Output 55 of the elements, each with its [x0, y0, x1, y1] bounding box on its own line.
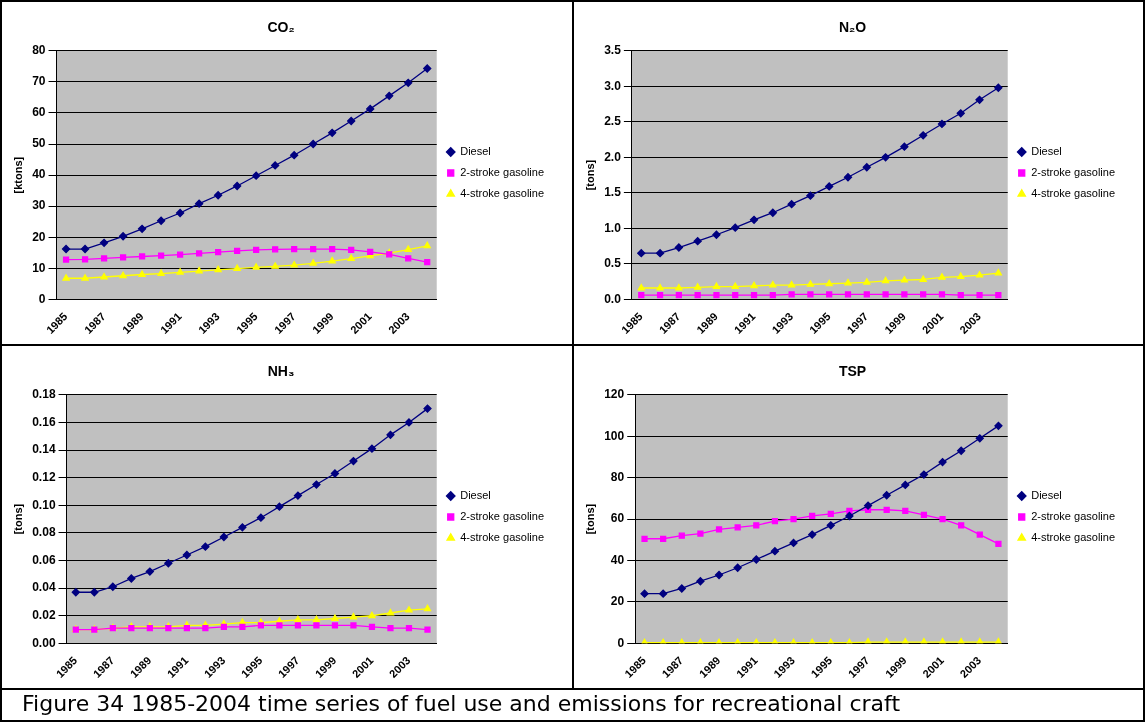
y-tick-label: 0.14: [32, 442, 56, 457]
chart-title: TSP: [838, 363, 867, 380]
y-tick-label: 60: [610, 511, 625, 526]
y-tick-label: 100: [604, 428, 625, 443]
y-tick-label: 1.0: [604, 220, 622, 235]
y-tick-label: 0.02: [32, 608, 56, 623]
y-tick-label: 2.0: [604, 149, 622, 164]
y-tick-label: 40: [32, 167, 46, 182]
y-tick-label: 0: [617, 635, 625, 650]
y-tick-label: 0.08: [32, 525, 56, 540]
y-tick-label: 0.5: [604, 256, 622, 271]
legend-label: 4-stroke gasoline: [460, 187, 545, 200]
y-tick-label: 0.04: [32, 580, 56, 595]
y-tick-label: 40: [610, 552, 625, 567]
y-tick-label: 20: [32, 229, 46, 244]
y-tick-label: 0.06: [32, 552, 56, 567]
y-tick-label: 0.16: [32, 414, 56, 429]
y-axis-title: [ktons]: [11, 156, 24, 194]
y-tick-label: 30: [32, 198, 46, 213]
y-axis-title: [tons]: [583, 503, 596, 535]
legend-label: 4-stroke gasoline: [1031, 531, 1116, 544]
y-tick-label: 50: [32, 136, 46, 151]
y-tick-label: 80: [610, 469, 625, 484]
y-tick-label: 3.0: [604, 78, 622, 93]
legend-label: 2-stroke gasoline: [1031, 510, 1116, 523]
y-axis-title: [tons]: [11, 503, 24, 535]
y-tick-label: 80: [32, 43, 46, 58]
y-tick-label: 0: [38, 291, 46, 306]
legend-label: Diesel: [1031, 489, 1062, 502]
legend-label: 2-stroke gasoline: [460, 510, 545, 523]
caption: Figure 34 1985-2004 time series of fuel use and emissions for recreational craft: [0, 688, 1145, 722]
y-tick-label: 0.12: [32, 469, 56, 484]
legend-label: 4-stroke gasoline: [460, 531, 545, 544]
legend-label: Diesel: [1031, 145, 1062, 158]
legend-label: 2-stroke gasoline: [1031, 166, 1116, 179]
legend-label: Diesel: [460, 145, 491, 158]
y-tick-label: 0.10: [32, 497, 56, 512]
y-tick-label: 0.0: [604, 291, 622, 306]
legend-label: 4-stroke gasoline: [1031, 187, 1116, 200]
y-tick-label: 0.00: [32, 635, 56, 650]
y-tick-label: 120: [604, 387, 625, 402]
y-tick-label: 20: [610, 594, 625, 609]
y-tick-label: 3.5: [604, 43, 622, 58]
y-tick-label: 1.5: [604, 185, 622, 200]
chart-title: NH₃: [267, 363, 295, 380]
y-axis-title: [tons]: [583, 159, 596, 191]
y-tick-label: 10: [32, 260, 46, 275]
legend-label: Diesel: [460, 489, 491, 502]
y-tick-label: 60: [32, 105, 46, 120]
chart-title: CO₂: [267, 19, 295, 36]
y-tick-label: 70: [32, 74, 46, 89]
legend-label: 2-stroke gasoline: [460, 166, 545, 179]
y-tick-label: 2.5: [604, 114, 622, 129]
chart-title: N₂O: [838, 19, 867, 36]
y-tick-label: 0.18: [32, 387, 56, 402]
